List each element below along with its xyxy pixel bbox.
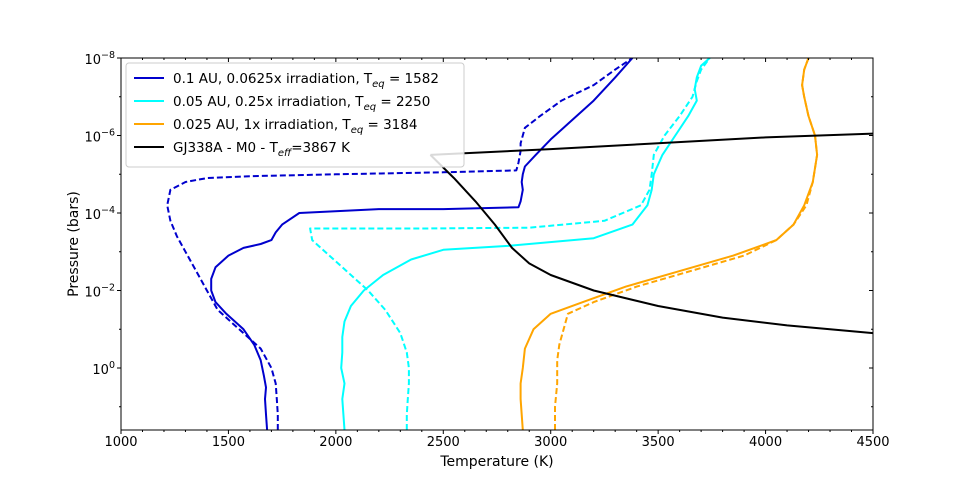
- ticks-layer: 1000 1500 2000 2500 3000 3500 4000 4500 10−8 10−6…: [84, 50, 889, 450]
- series-line-2: [340, 58, 711, 430]
- y-tick-label: 100: [92, 360, 115, 378]
- legend-box: [125, 62, 465, 168]
- y-tick-label: 10−2: [84, 283, 115, 301]
- series-line-1: [166, 58, 633, 430]
- x-tick-label: 1500: [212, 435, 245, 450]
- y-axis-label: Pressure (bars): [66, 191, 82, 297]
- legend-entry: GJ338A - M0 - Teff=3867 K: [173, 140, 351, 159]
- y-tick-label: 10−4: [84, 205, 115, 223]
- series-layer: [166, 58, 873, 430]
- series-line-4: [519, 58, 819, 430]
- y-tick-label: 10−6: [84, 128, 115, 146]
- legend: 0.1 AU, 0.0625x irradiation, Teq = 1582 0…: [125, 62, 465, 168]
- x-tick-label: 3000: [534, 435, 567, 450]
- x-tick-label: 4500: [856, 435, 889, 450]
- series-line-5: [554, 58, 819, 430]
- x-axis-label: Temperature (K): [439, 454, 553, 470]
- legend-entry: 0.05 AU, 0.25x irradiation, Teq = 2250: [173, 94, 430, 113]
- y-tick-label: 10−8: [84, 50, 115, 68]
- x-tick-label: 2000: [319, 435, 352, 450]
- plot-frame: [120, 57, 874, 431]
- legend-entry: 0.1 AU, 0.0625x irradiation, Teq = 1582: [173, 71, 439, 90]
- x-tick-label: 3500: [642, 435, 675, 450]
- series-line-6: [429, 154, 873, 335]
- series-line-0: [210, 58, 634, 430]
- x-tick-label: 1000: [104, 435, 137, 450]
- legend-entry: 0.025 AU, 1x irradiation, Teq = 3184: [173, 117, 417, 136]
- x-tick-label: 4000: [749, 435, 782, 450]
- series-line-7: [430, 132, 873, 156]
- x-tick-label: 2500: [427, 435, 460, 450]
- series-line-3: [309, 58, 711, 430]
